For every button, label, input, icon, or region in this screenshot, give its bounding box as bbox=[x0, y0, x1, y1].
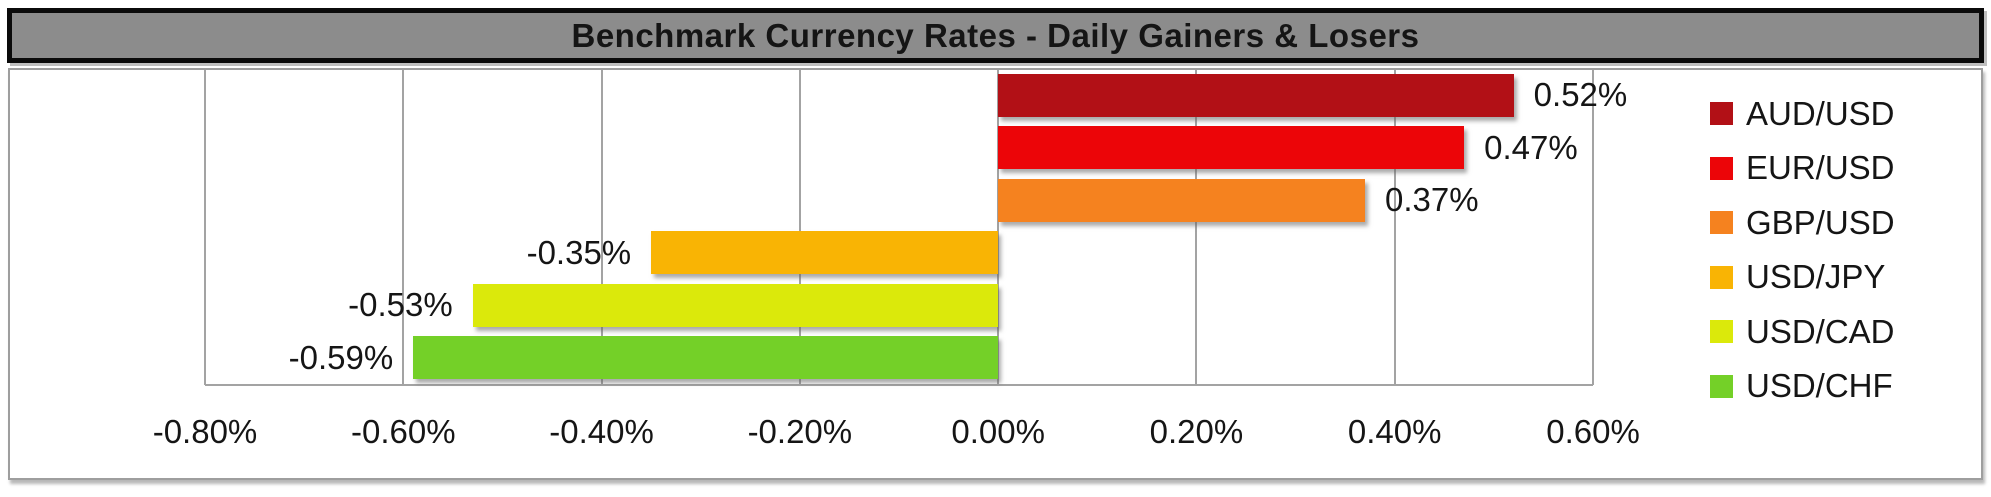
legend-item-usd-chf[interactable]: USD/CHF bbox=[1710, 359, 1893, 414]
plot-area: -0.80% -0.60% -0.40% -0.20% 0.00% 0.20% 0.40% 0… bbox=[153, 70, 1640, 450]
bar-value-label: -0.35% bbox=[526, 233, 632, 271]
chart-title: Benchmark Currency Rates - Daily Gainers… bbox=[571, 16, 1420, 54]
bar-eur-usd[interactable] bbox=[998, 126, 1465, 170]
x-axis-tick-label: 0.20% bbox=[1149, 413, 1244, 450]
legend-swatch-icon bbox=[1710, 211, 1733, 234]
bar-value-label: -0.53% bbox=[348, 286, 453, 324]
legend-label: EUR/USD bbox=[1746, 149, 1895, 186]
legend-item-usd-jpy[interactable]: USD/JPY bbox=[1710, 250, 1885, 305]
bar-value-label: -0.59% bbox=[288, 338, 394, 376]
legend-label: AUD/USD bbox=[1746, 94, 1895, 132]
gridline--0.60 bbox=[402, 70, 405, 385]
x-axis-tick-label: -0.20% bbox=[747, 413, 853, 450]
bar-usd-jpy[interactable] bbox=[651, 231, 999, 275]
legend-item-eur-usd[interactable]: EUR/USD bbox=[1710, 141, 1895, 196]
x-axis-tick-label: -0.40% bbox=[549, 413, 654, 450]
chart-title-bar: Benchmark Currency Rates - Daily Gainers… bbox=[7, 8, 1984, 63]
legend-swatch-icon bbox=[1710, 102, 1733, 125]
gridline-0.20 bbox=[1195, 70, 1198, 385]
legend-label: GBP/USD bbox=[1746, 203, 1895, 241]
legend-label: USD/JPY bbox=[1746, 258, 1886, 295]
chart-area: -0.80% -0.60% -0.40% -0.20% 0.00% 0.20% 0.40% 0… bbox=[8, 68, 1983, 480]
legend-swatch-icon bbox=[1710, 374, 1733, 398]
x-axis-tick-label: -0.60% bbox=[351, 413, 456, 450]
legend-item-aud-usd[interactable]: AUD/USD bbox=[1710, 86, 1895, 141]
x-axis-tick-label: 0.00% bbox=[951, 413, 1045, 450]
gridline--0.80 bbox=[204, 70, 206, 385]
bar-usd-cad[interactable] bbox=[472, 283, 999, 327]
bar-value-label: 0.47% bbox=[1484, 128, 1578, 166]
gridline--0.20 bbox=[798, 70, 801, 385]
gridline-0.40 bbox=[1393, 70, 1396, 385]
bar-value-label: 0.52% bbox=[1533, 76, 1628, 114]
x-axis-tick-label: 0.40% bbox=[1347, 413, 1442, 450]
legend-swatch-icon bbox=[1710, 320, 1733, 343]
legend-swatch-icon bbox=[1710, 265, 1733, 289]
bar-usd-chf[interactable] bbox=[413, 336, 999, 380]
x-axis-tick-label: 0.60% bbox=[1546, 413, 1640, 450]
bar-value-label: 0.37% bbox=[1384, 181, 1479, 219]
legend-label: USD/CHF bbox=[1746, 367, 1893, 404]
legend-item-gbp-usd[interactable]: GBP/USD bbox=[1710, 195, 1895, 250]
gridline-0.00 bbox=[997, 70, 1000, 385]
bar-aud-usd[interactable] bbox=[998, 73, 1514, 117]
legend-swatch-icon bbox=[1710, 156, 1733, 180]
gridline--0.40 bbox=[600, 70, 603, 385]
bar-gbp-usd[interactable] bbox=[998, 178, 1365, 222]
x-axis-line bbox=[205, 384, 1593, 386]
legend-label: USD/CAD bbox=[1746, 312, 1895, 350]
gridline-0.60 bbox=[1592, 70, 1594, 385]
x-axis-tick-label: -0.80% bbox=[152, 413, 258, 450]
legend-item-usd-cad[interactable]: USD/CAD bbox=[1710, 304, 1895, 359]
